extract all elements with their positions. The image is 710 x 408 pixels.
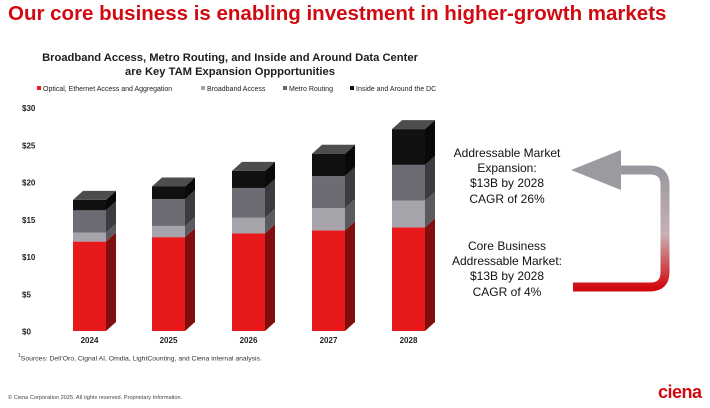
expansion-callout: Addressable Market Expansion: $13B by 20… [442,146,572,207]
chart-title-line2: are Key TAM Expansion Oppportunities [125,66,335,78]
footnote: 1Sources: Dell’Oro, Cignal AI, Omdia, Li… [18,353,262,362]
bar-segment-side [185,190,195,226]
bar-segment [232,170,265,188]
bar-segment-side [106,190,116,211]
bar-segment [312,230,345,331]
expansion-callout-line3: $13B by 2028 [469,176,545,191]
bar-segment-side [106,232,116,331]
bar-segment-side [345,199,355,231]
bar-segment [152,186,185,200]
bar-segment [312,153,345,177]
y-tick-label: $15 [22,216,36,225]
expansion-callout-line4: CAGR of 26% [469,191,545,206]
bar-segment [73,199,106,211]
bar-segment [73,241,106,331]
bar-top-face [312,144,355,154]
x-tick-label: 2025 [160,336,178,345]
core-callout-line1: Core Business [467,239,547,253]
bar-segment-side [106,223,116,242]
footnote-text: Sources: Dell’Oro, Cignal AI, Omdia, Lig… [20,355,262,363]
core-callout-line2: Addressable Market: [451,254,563,269]
bar-segment-side [185,216,195,238]
bar-segment [392,200,425,228]
core-callout-line3: $13B by 2028 [469,269,545,284]
bar-top-face [73,190,116,200]
y-tick-label: $10 [22,253,36,262]
legend-label: Metro Routing [289,86,333,93]
core-callout-line4: CAGR of 4% [472,284,542,299]
bar-segment-side [185,228,195,331]
bar-segment-side [425,191,435,228]
chart-title-line1: Broadband Access, Metro Routing, and Ins… [42,52,418,64]
bar-segment-side [345,167,355,209]
bar-segment-side [345,221,355,331]
bar-segment-side [265,178,275,218]
ciena-logo: ciena [658,382,702,402]
legend-swatch [37,86,41,90]
bar-segment [392,227,425,331]
bar-segment [73,210,106,233]
legend-swatch [283,86,287,90]
y-tick-label: $30 [22,104,36,113]
bar-2028 [392,120,435,331]
y-tick-label: $5 [22,290,31,299]
bar-top-face [232,161,275,171]
slide-title: Our core business is enabling investment… [8,2,667,25]
y-tick-label: $25 [22,141,36,150]
x-tick-label: 2027 [320,336,338,345]
bar-top-face [152,177,195,187]
bar-segment [232,233,265,331]
bar-segment [232,187,265,218]
bar-2025 [152,177,195,331]
bar-segment-side [265,208,275,234]
bar-segment-side [425,218,435,331]
legend-swatch [350,86,354,90]
bar-top-face [392,120,435,130]
bar-segment [312,176,345,209]
bar-segment [152,237,185,331]
bar-2027 [312,144,355,331]
bar-segment-side [265,224,275,331]
bar-2026 [232,161,275,331]
x-tick-label: 2028 [400,336,418,345]
bar-segment-side [425,155,435,201]
x-tick-label: 2024 [81,336,99,345]
bar-segment-side [265,161,275,188]
core-callout: Core Business Addressable Market: $13B b… [442,239,572,300]
expansion-callout-line2: Expansion: [477,161,537,176]
bar-segment [312,208,345,231]
y-tick-label: $0 [22,328,31,337]
bar-segment-side [425,120,435,165]
bar-2024 [73,190,116,331]
bar-segment [392,129,425,165]
copyright: © Ciena Corporation 2025. All rights res… [8,395,183,401]
footnote-marker: 1 [18,353,21,359]
bar-segment-side [185,177,195,200]
expansion-callout-line1: Addressable Market [453,146,561,160]
bar-segment [73,232,106,242]
curved-arrow-body [573,165,670,292]
legend-label: Broadband Access [207,86,266,93]
curved-arrow-head [571,150,621,190]
legend-swatch [201,86,205,90]
bar-segment-side [345,144,355,177]
x-tick-label: 2026 [240,336,258,345]
bar-segment [232,217,265,234]
legend-label: Inside and Around the DC [356,86,436,93]
bar-segment [152,225,185,238]
legend-label: Optical, Ethernet Access and Aggregation [43,86,172,93]
bar-segment [392,164,425,201]
bar-segment [152,199,185,226]
bar-segment-side [106,201,116,233]
y-tick-label: $20 [22,179,36,188]
